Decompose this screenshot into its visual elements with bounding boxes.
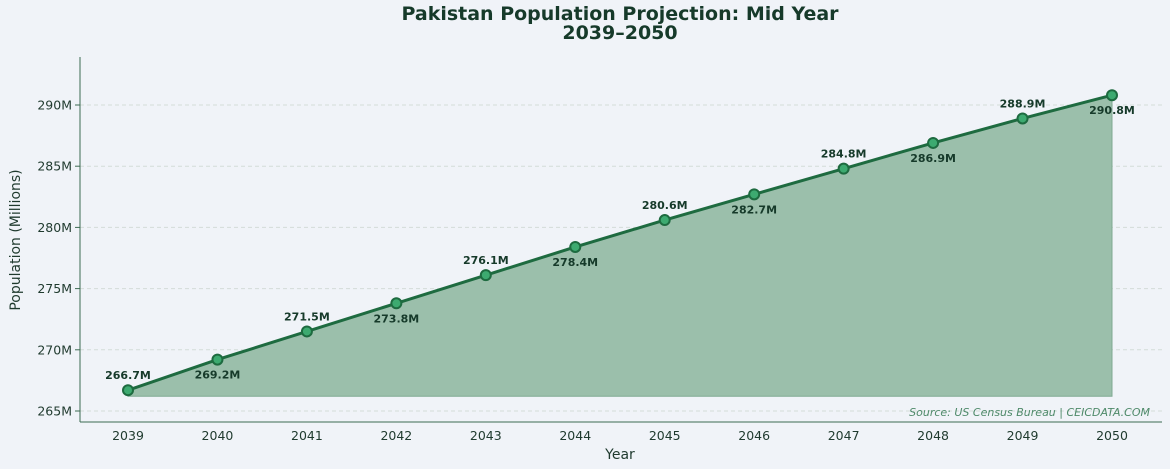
data-point [211, 353, 224, 366]
data-point [300, 325, 313, 338]
y-tick-label: 290M [37, 98, 72, 113]
data-label: 278.4M [552, 256, 598, 269]
x-tick-label: 2047 [828, 428, 860, 443]
x-tick-label: 2050 [1096, 428, 1128, 443]
data-point [1106, 89, 1118, 102]
data-point [569, 240, 582, 253]
data-point [658, 214, 671, 227]
data-label: 286.9M [910, 152, 956, 165]
y-tick-label: 280M [37, 220, 72, 235]
x-tick-label: 2042 [380, 428, 412, 443]
series-line [127, 93, 1113, 392]
data-label: 284.8M [821, 148, 867, 161]
data-point [122, 384, 134, 397]
data-point [390, 297, 403, 310]
data-label: 273.8M [373, 312, 419, 325]
data-label: 280.6M [642, 199, 688, 212]
area-fill [127, 94, 1113, 397]
data-label: 276.1M [463, 254, 509, 267]
data-point [837, 162, 850, 175]
data-point [748, 188, 761, 201]
data-label: 282.7M [731, 203, 777, 216]
x-tick-label: 2048 [917, 428, 949, 443]
x-tick-label: 2049 [1007, 428, 1039, 443]
data-label: 266.7M [105, 369, 151, 382]
x-tick-label: 2046 [738, 428, 770, 443]
y-tick-label: 265M [37, 404, 72, 419]
y-tick-label: 285M [37, 159, 72, 174]
chart-subtitle: 2039–2050 [562, 22, 677, 44]
x-tick-label: 2043 [470, 428, 502, 443]
data-point [1016, 112, 1029, 125]
data-label: 271.5M [284, 310, 330, 323]
y-tick-label: 275M [37, 281, 72, 296]
data-label: 288.9M [1000, 97, 1046, 110]
x-tick-label: 2039 [112, 428, 144, 443]
y-tick-label: 270M [37, 342, 72, 357]
data-label: 269.2M [195, 369, 241, 382]
x-tick-label: 2044 [559, 428, 591, 443]
markers: 266.7M 269.2M 271.5M 273.8M 276.1M 278.4M 280.… [105, 89, 1135, 397]
ticks: 265M 270M 275M 280M 285M 290M 2039 2040 2041 2042… [37, 98, 1128, 444]
x-tick-label: 2045 [649, 428, 681, 443]
x-tick-label: 2040 [202, 428, 234, 443]
chart-title: Pakistan Population Projection: Mid Year [401, 3, 839, 25]
source-note: Source: US Census Bureau | CEICDATA.COM [909, 406, 1150, 419]
data-point [479, 269, 492, 282]
data-point [927, 136, 940, 149]
x-tick-label: 2041 [291, 428, 323, 443]
data-label: 290.8M [1089, 104, 1135, 117]
y-axis-label: Population (Millions) [8, 169, 24, 310]
x-axis-label: Year [604, 447, 635, 463]
